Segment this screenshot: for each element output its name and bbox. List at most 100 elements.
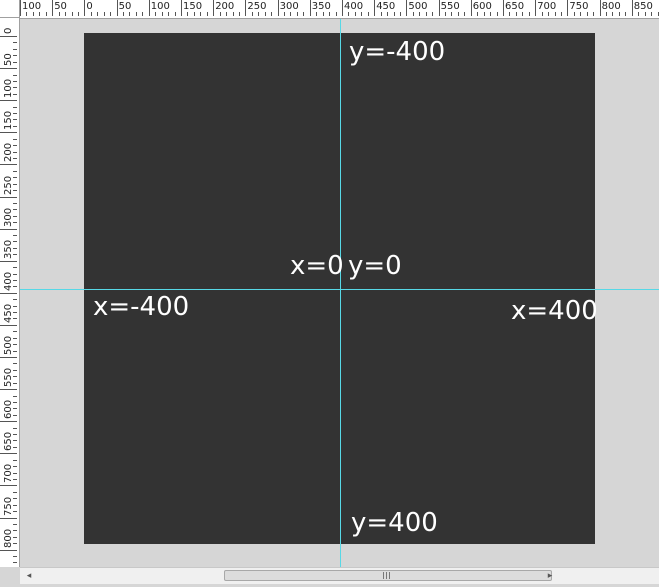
ruler-left-minor-tick [13, 202, 17, 204]
ruler-top-major-tick [567, 0, 569, 16]
ruler-left-major-tick [0, 389, 17, 391]
ruler-left-label: 400 [3, 271, 14, 291]
ruler-top-minor-tick [284, 12, 286, 16]
ruler-top-minor-tick [65, 12, 67, 16]
ruler-top-minor-tick [168, 12, 170, 16]
bottom-strip [0, 584, 659, 587]
ruler-left-minor-tick [13, 331, 17, 333]
ruler-left-minor-tick [13, 279, 17, 281]
ruler-top-label: 350 [311, 1, 331, 12]
ruler-left-major-tick [0, 260, 17, 262]
ruler-top-minor-tick [625, 12, 627, 16]
ruler-top-minor-tick [316, 12, 318, 16]
ruler-top-major-tick [309, 0, 311, 16]
ruler-top-minor-tick [387, 12, 389, 16]
ruler-left-minor-tick [13, 337, 17, 339]
ruler-left-minor-tick [13, 157, 17, 159]
ruler-left-major-tick [0, 100, 17, 102]
ruler-top-major-tick [631, 0, 633, 16]
canvas[interactable] [84, 33, 595, 544]
ruler-top-minor-tick [39, 12, 41, 16]
ruler-left-minor-tick [13, 61, 17, 63]
ruler-top-minor-tick [200, 12, 202, 16]
ruler-top-minor-tick [206, 12, 208, 16]
ruler-left-minor-tick [13, 305, 17, 307]
ruler-corner [0, 0, 20, 18]
ruler-left-major-tick [0, 357, 17, 358]
ruler-top-major-tick [213, 0, 215, 16]
ruler-left-label: 550 [3, 368, 14, 388]
scroll-right-arrow-icon[interactable]: ▸ [547, 571, 553, 581]
ruler-top-minor-tick [412, 12, 414, 16]
grip-icon [383, 572, 391, 579]
ruler-top-major-tick [470, 0, 472, 16]
ruler-top-minor-tick [45, 12, 47, 16]
ruler-left-minor-tick [13, 74, 17, 76]
ruler-left-minor-tick [13, 504, 17, 506]
horizontal-ruler[interactable]: 100 50 0 50 100 150 200 250 300 350 400 450 500 550 60… [20, 0, 659, 19]
ruler-top-label: 600 [472, 1, 492, 12]
ruler-left-minor-tick [13, 395, 17, 397]
ruler-left-minor-tick [13, 440, 17, 442]
ruler-left-major-tick [0, 485, 17, 487]
ruler-top-minor-tick [522, 12, 524, 16]
ruler-left-minor-tick [13, 55, 17, 57]
scroll-left-arrow-icon[interactable]: ◂ [26, 571, 32, 581]
ruler-top-major-tick [245, 0, 247, 16]
ruler-top-major-tick [181, 0, 182, 16]
ruler-top-minor-tick [490, 12, 492, 16]
ruler-left-minor-tick [13, 215, 17, 217]
ruler-top-minor-tick [445, 12, 447, 16]
ruler-top-label: 100 [150, 1, 170, 12]
ruler-left-minor-tick [13, 478, 17, 480]
ruler-left-minor-tick [13, 318, 17, 320]
ruler-left-major-tick [0, 324, 17, 326]
ruler-left-minor-tick [13, 145, 17, 147]
ruler-left-minor-tick [13, 408, 17, 410]
ruler-left-minor-tick [13, 363, 17, 365]
ruler-left-label: 700 [3, 464, 14, 484]
ruler-left-minor-tick [13, 562, 17, 564]
ruler-left-minor-tick [13, 523, 17, 525]
ruler-top-minor-tick [258, 12, 260, 16]
ruler-left-label: 350 [3, 239, 14, 259]
ruler-top-minor-tick [271, 12, 273, 16]
horizontal-guide[interactable] [20, 289, 659, 290]
ruler-top-minor-tick [464, 12, 466, 16]
ruler-top-minor-tick [226, 12, 228, 16]
ruler-top-minor-tick [303, 12, 305, 16]
ruler-left-minor-tick [13, 48, 17, 50]
vertical-guide[interactable] [340, 19, 341, 567]
ruler-left-minor-tick [13, 177, 17, 179]
ruler-top-minor-tick [232, 12, 234, 16]
vertical-ruler[interactable]: 0 50 100 150 200 250 300 350 400 450 500 550 600 650 7… [0, 18, 20, 567]
scrollbar-thumb[interactable] [224, 570, 552, 581]
ruler-left-minor-tick [13, 254, 17, 256]
ruler-top-minor-tick [380, 12, 382, 16]
ruler-top-minor-tick [593, 12, 595, 16]
ruler-left-minor-tick [13, 427, 17, 429]
ruler-top-minor-tick [612, 12, 614, 16]
ruler-left-label: 750 [3, 496, 14, 516]
ruler-left-minor-tick [13, 498, 17, 500]
ruler-top-minor-tick [573, 12, 575, 16]
ruler-top-minor-tick [483, 12, 485, 16]
ruler-top-minor-tick [97, 12, 99, 16]
ruler-left-minor-tick [13, 299, 17, 301]
ruler-left-minor-tick [13, 434, 17, 436]
ruler-top-label: 650 [505, 1, 525, 12]
ruler-top-minor-tick [606, 12, 608, 16]
ruler-left-major-tick [0, 453, 17, 455]
label-y-bottom: y=400 [351, 508, 438, 538]
ruler-left-minor-tick [13, 209, 17, 211]
ruler-left-minor-tick [13, 556, 17, 558]
ruler-top-minor-tick [554, 12, 556, 16]
ruler-top-minor-tick [219, 12, 221, 16]
ruler-top-minor-tick [644, 12, 646, 16]
ruler-left-major-tick [0, 549, 17, 551]
ruler-top-minor-tick [174, 12, 176, 16]
horizontal-scrollbar[interactable]: ◂ ▸ [20, 567, 659, 584]
ruler-left-minor-tick [13, 530, 17, 532]
ruler-top-label: 750 [569, 1, 589, 12]
ruler-top-minor-tick [451, 12, 453, 16]
